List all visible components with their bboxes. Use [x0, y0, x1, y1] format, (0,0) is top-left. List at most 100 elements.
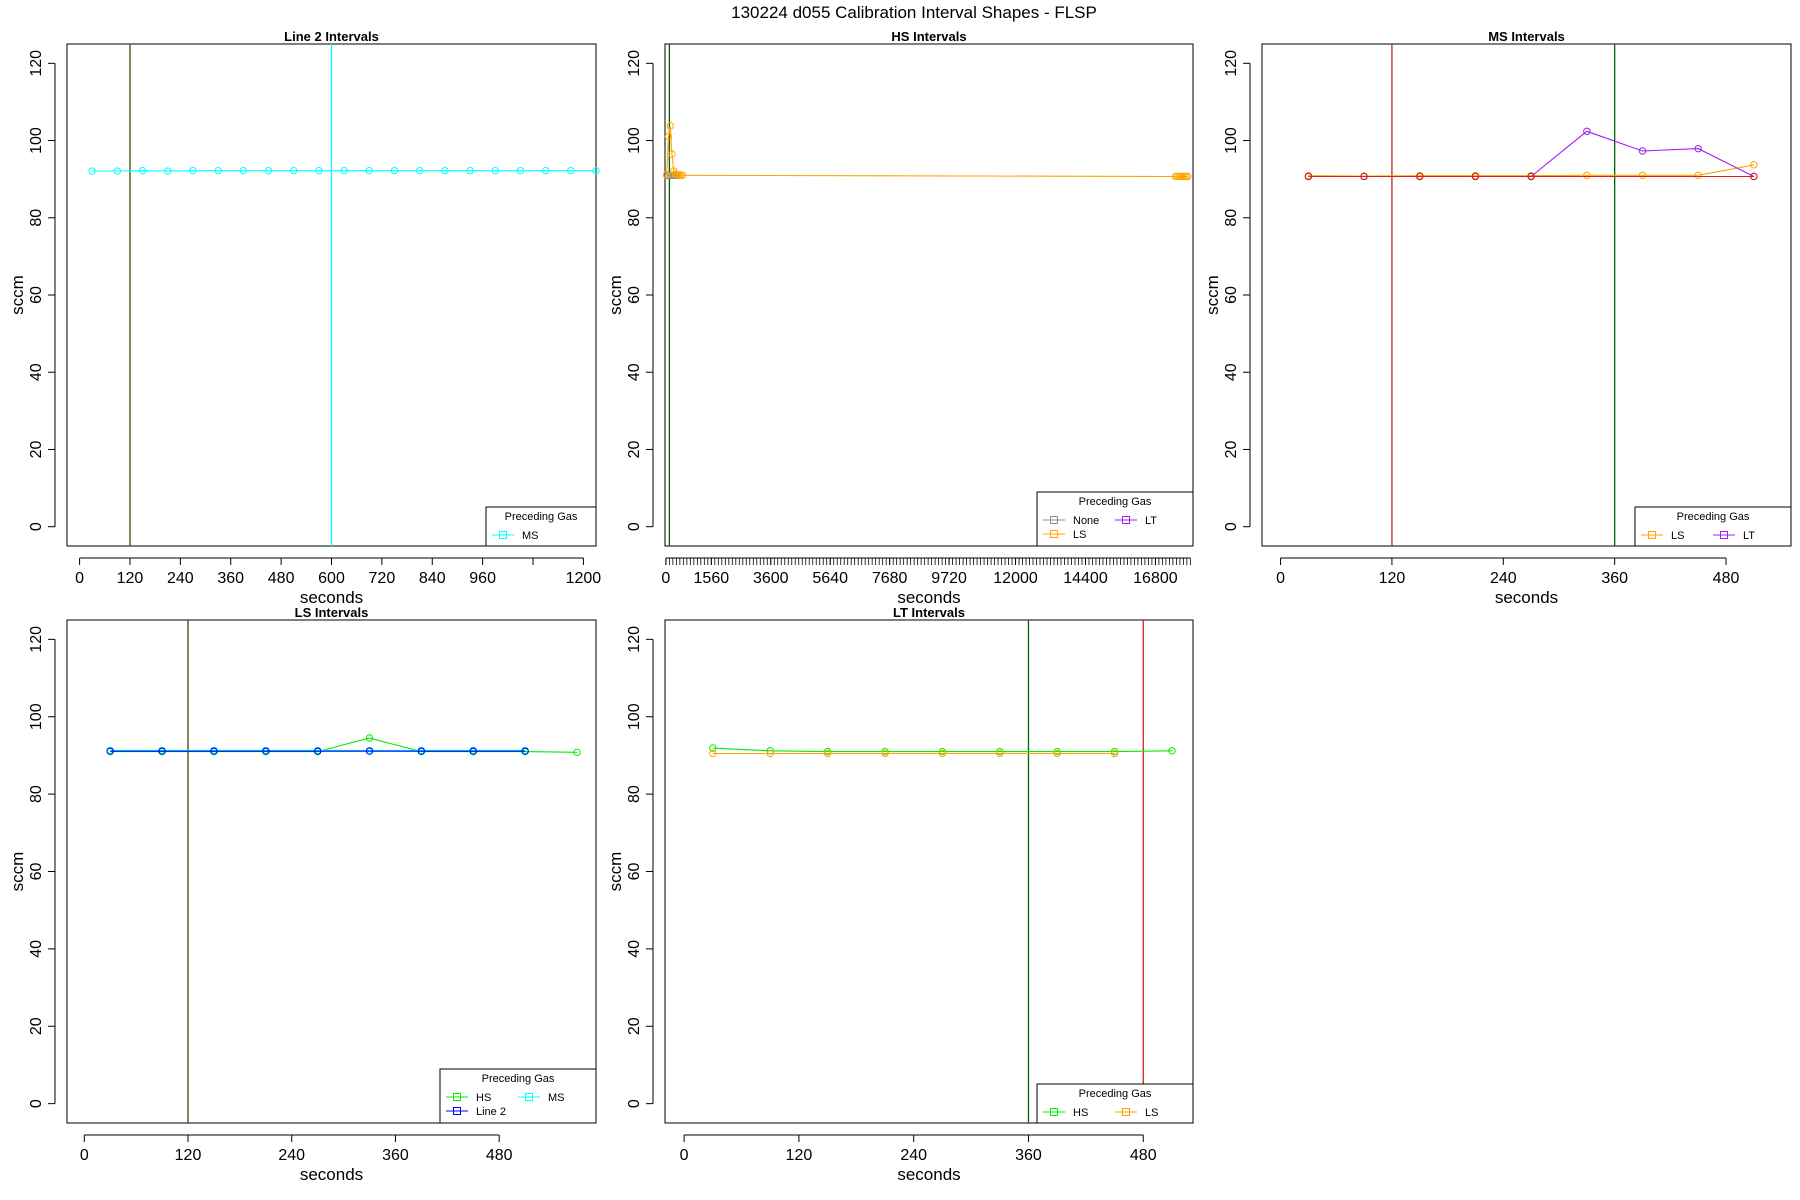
data-point-ms — [113, 167, 122, 175]
data-point-line-2 — [365, 747, 374, 755]
data-point-ms — [567, 166, 575, 175]
data-point-ms — [315, 166, 323, 175]
y-tick-label: 0 — [28, 1099, 45, 1108]
data-point-ms — [415, 166, 424, 175]
data-point-hs — [996, 747, 1004, 756]
data-point-series — [1471, 172, 1480, 181]
legend-item: MS — [492, 530, 539, 542]
y-tick-label: 40 — [626, 940, 643, 958]
legend-square — [1050, 516, 1058, 524]
x-tick-label: 1560 — [694, 570, 730, 587]
legend-item: LS — [1043, 529, 1086, 541]
x-tick-label: 120 — [786, 1147, 813, 1164]
y-axis-title: sccm — [606, 852, 625, 892]
legend-label: MS — [522, 530, 539, 542]
legend-label: LS — [1073, 529, 1086, 541]
data-point-lt — [1694, 144, 1702, 153]
legend-box — [485, 506, 597, 547]
legend-box — [1036, 491, 1194, 547]
x-tick-label: 0 — [75, 570, 84, 587]
x-tick-label: 9720 — [931, 570, 967, 587]
legend-box — [439, 1068, 597, 1124]
data-point-ms — [164, 167, 172, 175]
legend: Preceding Gas None LT LS — [1036, 491, 1194, 547]
data-point-hs — [823, 747, 832, 756]
legend-item: LT — [1115, 515, 1157, 527]
x-axis-title: seconds — [897, 1165, 960, 1184]
x-axis-title: seconds — [897, 588, 960, 607]
y-tick-label: 60 — [28, 863, 45, 881]
data-point-ms — [541, 166, 550, 175]
y-tick-label: 100 — [28, 703, 45, 730]
legend-title: Preceding Gas — [1079, 496, 1152, 508]
x-tick-label: 600 — [318, 570, 345, 587]
y-tick-label: 40 — [28, 363, 45, 381]
data-point-series — [1527, 172, 1535, 181]
x-tick-label: 960 — [469, 570, 496, 587]
x-tick-label: 360 — [382, 1147, 409, 1164]
data-point-line-2 — [106, 747, 114, 755]
data-point-ls — [663, 170, 671, 179]
x-tick-label: 240 — [1490, 570, 1517, 587]
legend-title: Preceding Gas — [505, 511, 578, 523]
data-point-ls — [823, 749, 832, 758]
legend-item: Line 2 — [446, 1106, 506, 1118]
legend-square — [499, 531, 507, 539]
legend-box — [1634, 506, 1792, 547]
legend-item: LS — [1641, 530, 1684, 542]
data-point-ms — [290, 166, 298, 175]
data-point-ms — [516, 166, 525, 175]
panel-title: HS Intervals — [891, 29, 966, 44]
legend-item: None — [1043, 515, 1099, 527]
x-tick-label: 1200 — [566, 570, 602, 587]
chart-panel-5: LT Intervals 0 120 240 360 480 0 20 40 60 80 100 120… — [606, 605, 1194, 1184]
legend-label: HS — [1073, 1107, 1088, 1119]
y-tick-label: 40 — [28, 940, 45, 958]
data-point-ms — [466, 166, 474, 175]
panel-title: LS Intervals — [295, 605, 369, 620]
x-tick-label: 480 — [1130, 1147, 1157, 1164]
data-point-hs — [938, 747, 947, 756]
x-tick-label: 0 — [661, 570, 670, 587]
x-axis-title: seconds — [300, 1165, 363, 1184]
data-point-ms — [592, 166, 600, 175]
data-point-ls — [996, 749, 1004, 758]
legend-item: LT — [1713, 530, 1755, 542]
data-point-ls — [1184, 172, 1192, 181]
legend-label: HS — [476, 1092, 491, 1104]
data-point-ls — [881, 749, 889, 758]
x-tick-label: 240 — [278, 1147, 305, 1164]
legend-label: LS — [1145, 1107, 1158, 1119]
legend-label: LS — [1671, 530, 1684, 542]
x-tick-label: 0 — [80, 1147, 89, 1164]
data-point-ms — [264, 166, 273, 175]
legend-title: Preceding Gas — [1079, 1088, 1152, 1100]
x-tick-label: 360 — [1601, 570, 1628, 587]
y-axis-title: sccm — [1203, 275, 1222, 315]
data-point-ls — [666, 122, 674, 130]
x-tick-label: 480 — [486, 1147, 513, 1164]
data-point-line-2 — [210, 747, 218, 755]
data-point-series — [1750, 172, 1758, 181]
y-tick-label: 40 — [626, 363, 643, 381]
x-tick-label: 120 — [1379, 570, 1406, 587]
y-tick-label: 80 — [28, 785, 45, 803]
legend-label: LT — [1145, 515, 1157, 527]
panel-title: LT Intervals — [893, 605, 965, 620]
legend-square — [525, 1093, 533, 1101]
x-tick-label: 120 — [175, 1147, 202, 1164]
legend-label: None — [1073, 515, 1099, 527]
legend-label: LT — [1743, 530, 1755, 542]
legend-square — [1050, 530, 1058, 538]
y-axis-title: sccm — [8, 275, 27, 315]
legend-item: LS — [1115, 1107, 1158, 1119]
x-tick-label: 0 — [1276, 570, 1285, 587]
x-tick-label: 240 — [167, 570, 194, 587]
legend-square — [453, 1107, 461, 1115]
series-line-lt — [1308, 130, 1755, 178]
legend-label: MS — [548, 1092, 565, 1104]
y-tick-label: 120 — [626, 626, 643, 653]
data-point-ls — [1638, 171, 1647, 179]
data-point-ls — [678, 171, 687, 179]
data-point-line-2 — [521, 747, 529, 755]
